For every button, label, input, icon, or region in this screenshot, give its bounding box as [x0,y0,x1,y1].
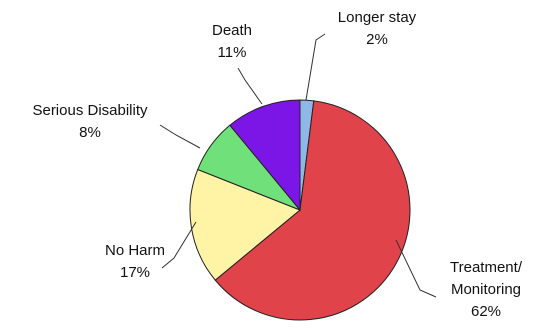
leader-line-longer-stay [305,33,326,101]
leader-line-no-harm [161,221,197,269]
slice-value-longer-stay: 2% [366,31,388,48]
slice-value-death: 11% [218,44,247,61]
leader-line-treatment-monitoring [395,239,437,298]
leader-line-death [237,67,263,105]
leader-line-serious-disability [159,124,201,149]
slice-label-death: Death [212,22,252,39]
slice-value-treatment-monitoring: 62% [471,303,501,320]
slice-value-serious-disability: 8% [79,124,101,141]
slice-label-no-harm: No Harm [105,242,165,259]
pie-slice-no-harm [189,168,301,281]
pie-slice-treatment-monitoring [214,100,411,321]
slice-label-treatment-monitoring-line-2: Monitoring [451,281,521,298]
slice-label-serious-disability: Serious Disability [32,102,148,119]
slice-label-longer-stay: Longer stay [338,9,417,26]
slice-value-no-harm: 17% [120,264,150,281]
pie-slice-death [229,99,301,212]
slice-label-treatment-monitoring-line-1: Treatment/ [450,259,523,276]
